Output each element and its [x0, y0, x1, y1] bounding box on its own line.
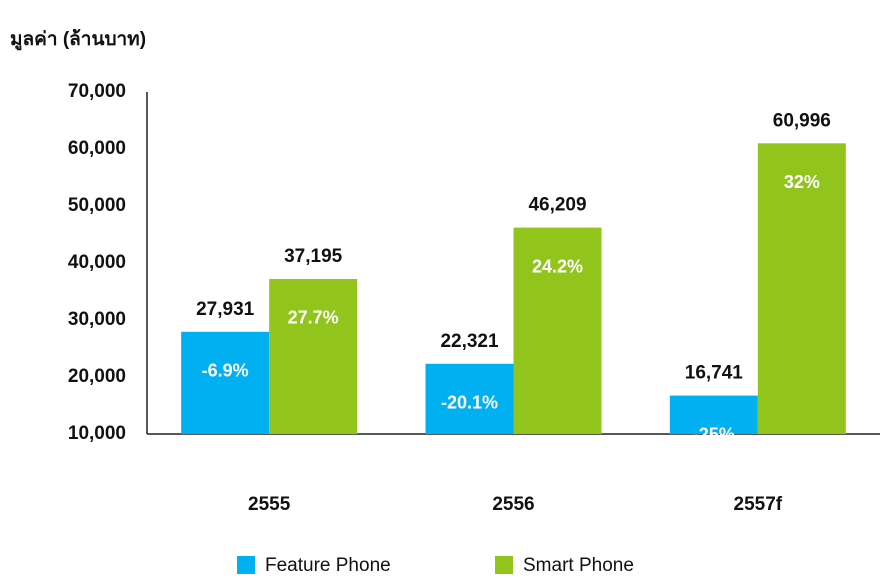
growth-label: 27.7%: [288, 308, 339, 328]
growth-label: -6.9%: [202, 361, 249, 381]
bar: [181, 331, 270, 434]
y-tick-label: 10,000: [68, 423, 126, 444]
value-label: 37,195: [284, 246, 343, 267]
x-tick-label: 2555: [248, 494, 291, 515]
x-tick-label: 2556: [492, 494, 534, 515]
growth-label: 32%: [784, 172, 820, 192]
bar: [425, 363, 514, 434]
legend-label: Feature Phone: [265, 555, 391, 576]
value-label: 60,996: [773, 110, 831, 131]
bar: [513, 227, 602, 434]
y-tick-label: 20,000: [68, 366, 126, 387]
value-label: 22,321: [440, 331, 499, 352]
y-tick-label: 50,000: [68, 195, 126, 216]
legend-label: Smart Phone: [523, 555, 634, 576]
y-tick-label: 30,000: [68, 309, 126, 330]
y-tick-label: 60,000: [68, 138, 126, 159]
growth-label: -20.1%: [441, 393, 498, 413]
bar: [757, 143, 846, 434]
growth-label: 24.2%: [532, 256, 583, 276]
y-axis-title: มูลค่า (ล้านบาท): [10, 28, 146, 51]
value-label: 16,741: [685, 363, 744, 384]
x-tick-label: 2557f: [734, 494, 783, 515]
value-label: 27,931: [196, 299, 255, 320]
bar: [669, 395, 758, 434]
value-label: 46,209: [528, 195, 586, 216]
y-tick-label: 40,000: [68, 252, 126, 273]
growth-label: -25%: [693, 424, 735, 444]
bar: [269, 278, 358, 434]
legend-swatch: [495, 556, 513, 574]
y-tick-label: 70,000: [68, 81, 126, 102]
legend-swatch: [237, 556, 255, 574]
